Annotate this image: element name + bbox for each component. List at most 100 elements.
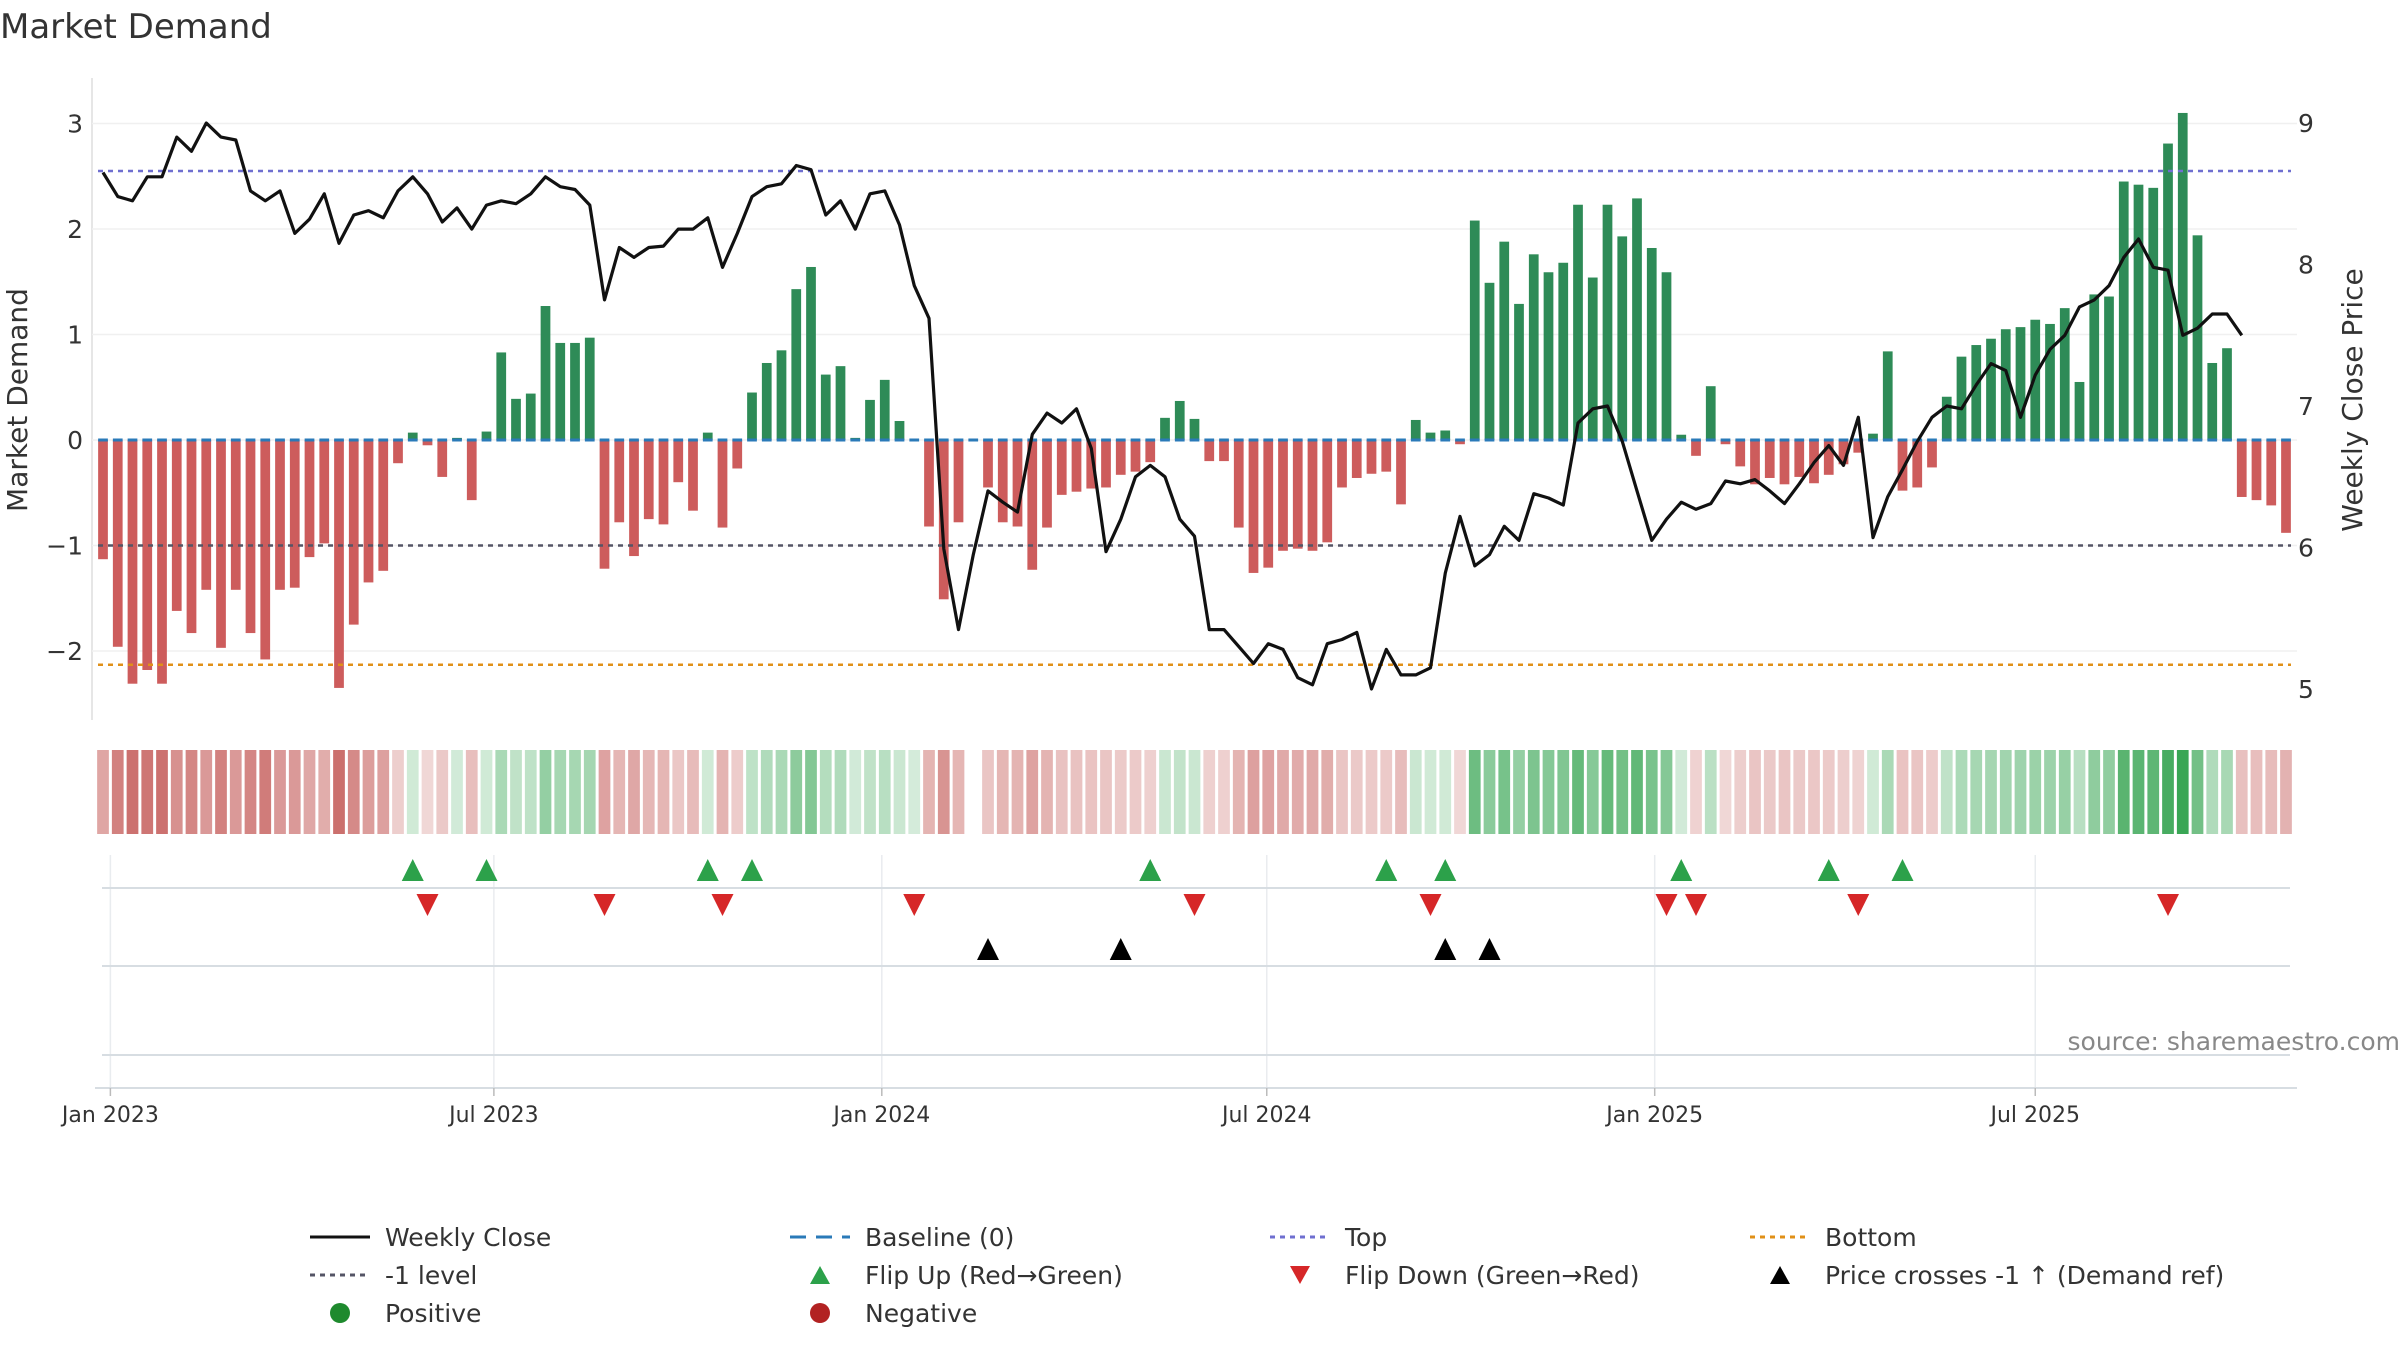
strip-cell <box>2206 750 2219 834</box>
demand-bar <box>1720 440 1731 445</box>
demand-bar <box>437 440 448 477</box>
strip-cell <box>2191 750 2204 834</box>
strip-cell <box>2235 750 2248 834</box>
strip-cell <box>1483 750 1496 834</box>
demand-bar <box>1101 440 1111 488</box>
strip-cell <box>2176 750 2189 834</box>
strip-cell <box>318 750 331 834</box>
demand-bars <box>98 112 2291 688</box>
demand-bar <box>1440 430 1451 440</box>
strip-cell <box>1011 750 1024 834</box>
demand-bar <box>1676 434 1687 440</box>
demand-bar <box>525 393 536 440</box>
flip-up-marker <box>1375 859 1398 881</box>
strip-cell <box>539 750 552 834</box>
demand-bar <box>2281 440 2291 533</box>
strip-cell <box>1793 750 1806 834</box>
demand-bar <box>1941 396 1952 440</box>
flip-up-marker <box>696 859 719 881</box>
strip-cell <box>2029 750 2042 834</box>
demand-bar <box>1160 417 1170 440</box>
strip-cell <box>2221 750 2233 834</box>
demand-bar <box>702 432 713 440</box>
strip-cell <box>1852 750 1865 834</box>
demand-bar <box>1455 440 1465 445</box>
flip-down-marker <box>1685 894 1707 916</box>
strip-cell <box>347 750 360 834</box>
strip-cell <box>982 750 994 834</box>
strip-cell <box>775 750 788 834</box>
strip-cell <box>1144 750 1157 834</box>
x-tick-label: Jul 2023 <box>447 1103 539 1128</box>
demand-bar <box>1632 198 1642 440</box>
demand-bar <box>1322 440 1333 543</box>
strip-cell <box>465 750 478 834</box>
demand-bar <box>289 440 300 588</box>
strip-cell <box>2073 750 2086 834</box>
strip-cell <box>1808 750 1820 834</box>
strip-cell <box>1999 750 2012 834</box>
demand-bar <box>1617 236 1628 440</box>
legend-swatch <box>330 1303 350 1323</box>
strip-cell <box>141 750 154 834</box>
strip-cell <box>1262 750 1275 834</box>
demand-bar <box>1499 241 1510 440</box>
left-tick-label: 3 <box>67 110 83 139</box>
strip-cell <box>1763 750 1776 834</box>
demand-bar <box>776 350 787 440</box>
strip-cell <box>436 750 449 834</box>
strip-cell <box>790 750 803 834</box>
legend-label: Bottom <box>1825 1223 1917 1252</box>
flip-up-marker <box>1434 859 1457 881</box>
strip-cell <box>687 750 699 834</box>
strip-cell <box>274 750 286 834</box>
strip-cell <box>1601 750 1614 834</box>
strip-cell <box>1749 750 1761 834</box>
legend-label: Weekly Close <box>385 1223 551 1252</box>
demand-bar <box>1853 440 1864 453</box>
demand-bar <box>157 440 167 684</box>
right-tick-label: 5 <box>2298 675 2314 704</box>
demand-bar <box>378 440 389 571</box>
strip-cell <box>2280 750 2292 834</box>
demand-bar <box>407 432 418 440</box>
demand-bar <box>599 440 610 569</box>
strip-cell <box>1114 750 1127 834</box>
demand-bar <box>1027 440 1038 570</box>
strip-cell <box>1542 750 1555 834</box>
strip-cell <box>1070 750 1083 834</box>
demand-bar <box>2148 187 2159 440</box>
left-tick-label: −1 <box>46 532 83 561</box>
left-tick-label: 0 <box>67 426 83 455</box>
demand-bar <box>186 440 197 634</box>
x-tick-label: Jan 2025 <box>1604 1103 1703 1128</box>
demand-bar <box>1528 254 1539 440</box>
strip-cell <box>701 750 714 834</box>
strip-cell <box>849 750 862 834</box>
legend-label: Flip Up (Red→Green) <box>865 1261 1123 1290</box>
flip-down-marker <box>2157 894 2179 916</box>
demand-bar <box>1691 440 1701 456</box>
strip-cell <box>598 750 611 834</box>
strip-cell <box>716 750 729 834</box>
flip-up-marker <box>401 859 424 881</box>
strip-cell <box>1837 750 1850 834</box>
demand-bar <box>466 440 477 501</box>
demand-bar <box>1012 440 1023 527</box>
demand-bar <box>938 440 949 600</box>
price-cross-markers <box>977 938 1501 960</box>
demand-bar <box>643 440 654 520</box>
strip-cell <box>406 750 419 834</box>
source-credit: source: sharemaestro.com <box>2068 1027 2400 1056</box>
demand-bar <box>1248 440 1259 573</box>
flip-up-marker <box>1670 859 1693 881</box>
demand-bar <box>894 421 905 440</box>
legend-label: Negative <box>865 1299 977 1328</box>
strip-cell <box>746 750 758 834</box>
demand-bar <box>2192 235 2203 440</box>
x-tick-label: Jul 2025 <box>1988 1103 2080 1128</box>
x-tick-label: Jul 2024 <box>1220 1103 1312 1128</box>
demand-bar <box>1056 440 1067 495</box>
demand-bar <box>496 352 507 440</box>
